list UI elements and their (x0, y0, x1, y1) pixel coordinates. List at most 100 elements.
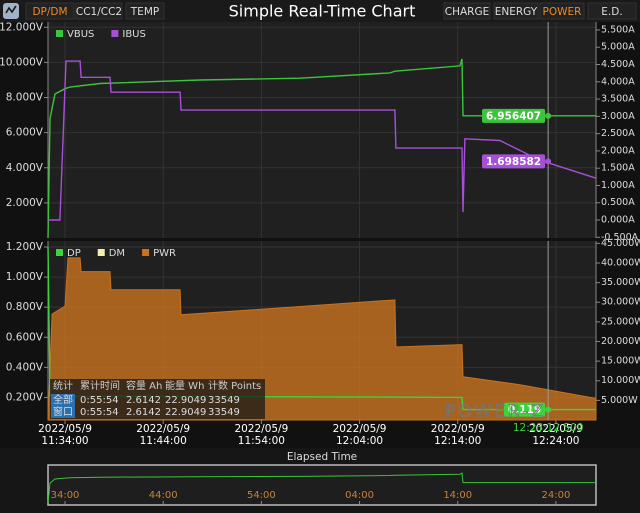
tab-label[interactable]: CC1/CC2 (76, 6, 122, 18)
y2-tick-label: 45.000W (601, 238, 640, 249)
plot-area (48, 22, 596, 238)
y2-tick-label: 30.000W (601, 297, 640, 308)
y2-tick-label: 4.000A (601, 76, 635, 87)
cursor-value-box (481, 108, 546, 123)
x-tick-label: 12:14:00 (434, 435, 481, 447)
tab-label[interactable]: CHARGE (445, 6, 489, 18)
tab[interactable] (539, 2, 585, 20)
tab[interactable] (125, 2, 165, 20)
y-tick-label: 12.000V (0, 21, 44, 33)
table-cell: 全部 (53, 393, 73, 406)
table-bg (50, 379, 265, 419)
x-tick-date: 2022/05/9 (333, 423, 387, 435)
tab[interactable] (443, 2, 491, 20)
y2-tick-label: 5.000W (601, 395, 638, 406)
x-tick-label: 11:34:00 (41, 435, 88, 447)
y2-tick-label: 40.000W (601, 257, 640, 268)
y-tick-label: 2.000V (6, 197, 44, 209)
y-tick-label: 0.800V (6, 301, 44, 313)
table-cell: 22.9049 (165, 395, 206, 406)
y2-tick-label: 1.000A (601, 180, 635, 191)
navigator-label: Elapsed Time (287, 451, 357, 463)
legend-label: IBUS (122, 29, 145, 40)
legend-swatch (56, 249, 63, 256)
x-tick-label: 12:24:00 (532, 435, 579, 447)
x-tick-label: 11:44:00 (140, 435, 187, 447)
x-tick-date: 2022/05/9 (234, 423, 288, 435)
tab-label[interactable]: POWER (543, 6, 582, 18)
tab-label[interactable]: TEMP (130, 6, 159, 18)
cursor-value: 0.119 (508, 404, 541, 416)
y2-tick-label: 2.000A (601, 145, 635, 156)
y2-tick-label: 25.000W (601, 316, 640, 327)
table-cell: 0:55:54 (80, 407, 119, 418)
row-label-bg (51, 406, 75, 418)
y2-tick-label: 1.500A (601, 163, 635, 174)
y-tick-label: 0.200V (6, 391, 44, 403)
y2-tick-label: 35.000W (601, 277, 640, 288)
y-tick-label: 6.000V (6, 127, 44, 139)
tab[interactable] (587, 2, 637, 20)
x-tick-date: 2022/05/9 (38, 423, 92, 435)
legend-swatch (56, 30, 63, 37)
tab-label[interactable]: DP/DM (32, 6, 67, 18)
y-tick-label: 1.200V (6, 241, 44, 253)
y2-tick-label: 10.000W (601, 375, 640, 386)
navigator-tick-label: 54:00 (247, 490, 276, 501)
y2-tick-label: 5.000A (601, 42, 635, 53)
tab-label[interactable]: ENERGY (495, 6, 538, 18)
line (48, 60, 597, 221)
y2-tick-label: 3.500A (601, 94, 635, 105)
x-tick-date: 2022/05/9 (136, 423, 190, 435)
navigator-tick-label: 24:00 (541, 490, 570, 501)
table-cell: 2.6142 (126, 407, 161, 418)
legend-label: PWR (153, 248, 176, 259)
x-tick-label: 11:54:00 (238, 435, 285, 447)
navigator-tick-label: 04:00 (345, 490, 374, 501)
table-cell: 2.6142 (126, 395, 161, 406)
table-cell: 33549 (208, 395, 240, 406)
x-tick-date: 2022/05/9 (431, 423, 485, 435)
table-header: 统计 (53, 379, 73, 392)
tab[interactable] (25, 2, 75, 20)
y2-tick-label: -0.500A (601, 232, 639, 243)
table-header: 累计时间 (80, 379, 120, 392)
cursor-dot (545, 158, 552, 165)
line (47, 58, 596, 239)
navigator-frame (47, 464, 597, 506)
cursor-dot (545, 406, 552, 413)
cursor-value-box (503, 402, 546, 417)
y-tick-label: 0.600V (6, 331, 44, 343)
cursor-value: 6.956407 (486, 110, 541, 122)
y2-tick-label: 0.000A (601, 215, 635, 226)
tab[interactable] (75, 2, 123, 20)
table-cell: 22.9049 (165, 407, 206, 418)
legend-label: DP (67, 248, 81, 259)
tab-label[interactable]: E.D. (601, 6, 622, 18)
watermark: POWER-Z (445, 402, 546, 422)
table-cell: 33549 (208, 407, 240, 418)
app-logo-glyph (5, 5, 17, 14)
navigator-tick-label: 14:00 (443, 490, 472, 501)
legend-label: VBUS (67, 29, 94, 40)
legend-swatch (111, 30, 119, 37)
y-tick-label: 1.000V (6, 271, 44, 283)
y2-tick-label: 3.000A (601, 111, 635, 122)
x-tick-label: 12:04:00 (336, 435, 383, 447)
y2-tick-label: 2.500A (601, 128, 635, 139)
navigator-tick-label: 34:00 (51, 490, 80, 501)
table-header: 容量 Ah (126, 379, 162, 392)
y2-tick-label: 0.500A (601, 197, 635, 208)
y2-tick-label: 5.500A (601, 24, 635, 35)
y-tick-label: 8.000V (6, 92, 44, 104)
cursor-dot (545, 112, 552, 119)
tab[interactable] (493, 2, 539, 20)
cursor-time: 12:23:12.500 (513, 422, 584, 434)
table-cell: 0:55:54 (80, 395, 119, 406)
table-header: 计数 Points (208, 379, 261, 392)
y2-tick-label: 4.500A (601, 59, 635, 70)
table-cell: 窗口 (53, 405, 73, 418)
y-tick-label: 10.000V (0, 56, 44, 68)
